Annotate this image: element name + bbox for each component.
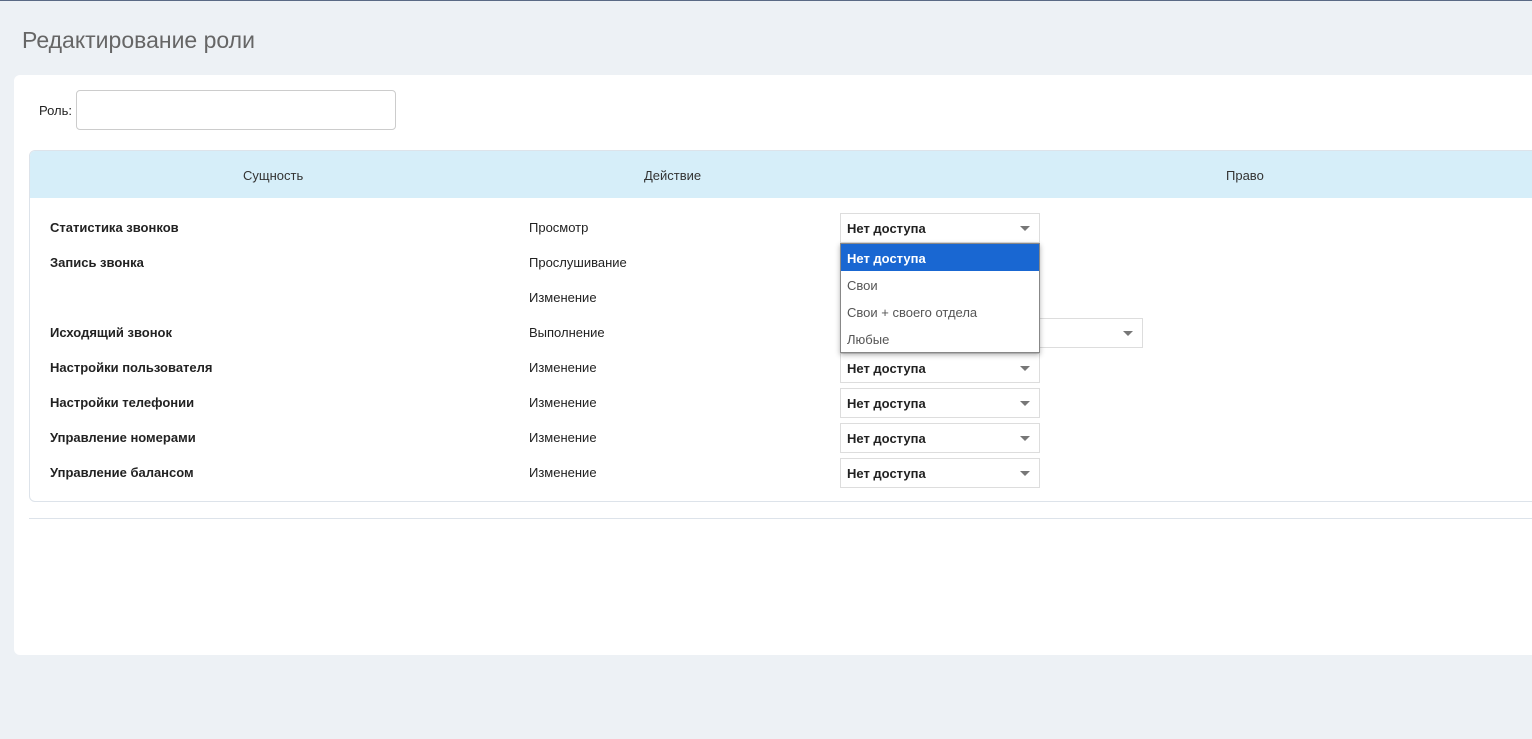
action-cell: Изменение — [529, 290, 597, 305]
table-row: Настройки пользователя Изменение Нет дос… — [30, 353, 1532, 383]
role-input[interactable] — [76, 90, 396, 130]
right-select-value: Нет доступа — [847, 221, 926, 236]
action-cell: Просмотр — [529, 220, 589, 235]
table-row: Управление балансом Изменение Нет доступ… — [30, 458, 1532, 488]
header-right: Право — [1226, 168, 1264, 183]
action-cell: Изменение — [529, 395, 597, 410]
chevron-down-icon — [1123, 331, 1133, 336]
table-row: Запись звонка Прослушивание — [30, 248, 1532, 278]
table-header: Сущность Действие Право — [30, 151, 1532, 198]
table-row: Управление номерами Изменение Нет доступ… — [30, 423, 1532, 453]
right-select-value: Нет доступа — [847, 431, 926, 446]
right-select[interactable]: Нет доступа — [840, 213, 1040, 243]
role-label: Роль: — [39, 103, 73, 118]
entity-cell: Управление номерами — [50, 430, 196, 445]
table-row: Статистика звонков Просмотр Нет доступа — [30, 213, 1532, 243]
option-own-department[interactable]: Свои + своего отдела — [847, 305, 978, 320]
page-title: Редактирование роли — [22, 27, 255, 53]
chevron-down-icon — [1020, 366, 1030, 371]
right-select[interactable]: Нет доступа — [840, 458, 1040, 488]
right-select-value: Нет доступа — [847, 361, 926, 376]
entity-cell: Настройки пользователя — [50, 360, 213, 375]
action-cell: Изменение — [529, 465, 597, 480]
entity-cell: Управление балансом — [50, 465, 194, 480]
entity-cell: Запись звонка — [50, 255, 144, 270]
option-own[interactable]: Свои — [847, 278, 878, 293]
entity-cell: Исходящий звонок — [50, 325, 173, 340]
right-select-value: Нет доступа — [847, 466, 926, 481]
divider — [29, 518, 1532, 519]
chevron-down-icon — [1020, 401, 1030, 406]
header-action: Действие — [644, 168, 702, 183]
action-cell: Изменение — [529, 360, 597, 375]
option-any[interactable]: Любые — [847, 332, 890, 347]
chevron-down-icon — [1020, 436, 1030, 441]
right-select-value: Нет доступа — [847, 396, 926, 411]
action-cell: Прослушивание — [529, 255, 627, 270]
table-row: Настройки телефонии Изменение Нет доступ… — [30, 388, 1532, 418]
option-no-access[interactable]: Нет доступа — [841, 244, 1039, 271]
table-row: Исходящий звонок Выполнение — [30, 318, 1532, 348]
entity-cell: Статистика звонков — [50, 220, 179, 235]
entity-cell: Настройки телефонии — [50, 395, 195, 410]
action-cell: Изменение — [529, 430, 597, 445]
right-select[interactable]: Нет доступа — [840, 388, 1040, 418]
right-select[interactable]: Нет доступа — [840, 353, 1040, 383]
action-cell: Выполнение — [529, 325, 605, 340]
table-row: Изменение — [30, 283, 1532, 313]
header-entity: Сущность — [243, 168, 304, 183]
right-select[interactable]: Нет доступа — [840, 423, 1040, 453]
right-dropdown-menu[interactable]: Нет доступа Свои Свои + своего отдела Лю… — [840, 243, 1040, 353]
permissions-table: Сущность Действие Право Статистика звонк… — [29, 150, 1532, 502]
chevron-down-icon — [1020, 226, 1030, 231]
chevron-down-icon — [1020, 471, 1030, 476]
